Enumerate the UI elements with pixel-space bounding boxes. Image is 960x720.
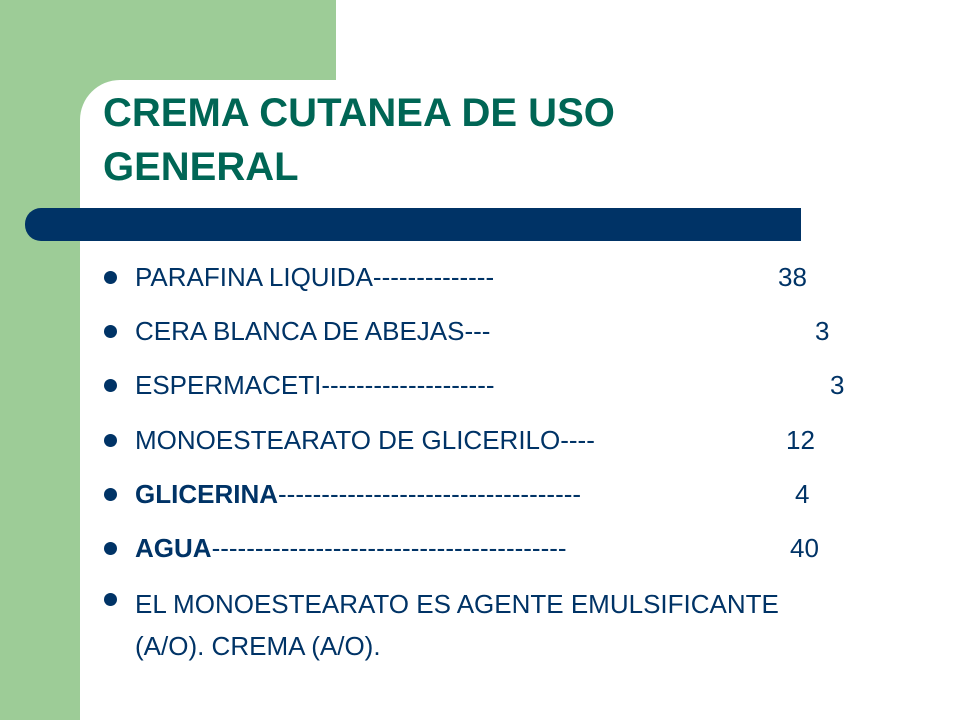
- item-name: GLICERINA: [135, 479, 278, 509]
- item-text: MONOESTEARATO DE GLICERILO----: [135, 425, 595, 455]
- item-leader: -----------------------------------: [278, 479, 582, 509]
- item-amount: 4: [795, 479, 810, 509]
- bullet: [104, 379, 117, 392]
- item-name: PARAFINA LIQUIDA--------------: [135, 262, 495, 292]
- note: EL MONOESTEARATO ES AGENTE EMULSIFICANTE…: [135, 589, 779, 661]
- item-amount: 12: [786, 425, 815, 455]
- item-text: CERA BLANCA DE ABEJAS---: [135, 316, 490, 346]
- divider-bar: [25, 208, 801, 241]
- item-amount: 40: [790, 533, 819, 563]
- item-leader: ----------------------------------------…: [211, 533, 567, 563]
- bullet: [104, 325, 117, 338]
- item-amount: 38: [778, 262, 807, 292]
- title: CREMA CUTANEA DE USO GENERAL: [103, 91, 615, 189]
- panel: [80, 80, 960, 720]
- item-name: CERA BLANCA DE ABEJAS---: [135, 316, 491, 346]
- item-name: MONOESTEARATO DE GLICERILO----: [135, 425, 595, 455]
- bullet: [104, 271, 117, 284]
- item-text: PARAFINA LIQUIDA--------------: [135, 262, 494, 292]
- bullet: [104, 542, 117, 555]
- green-strip: [0, 0, 80, 720]
- item-name: ESPERMACETI--------------------: [135, 370, 495, 400]
- item-amount: 3: [815, 316, 830, 346]
- bullet: [104, 434, 117, 447]
- item-text: ESPERMACETI--------------------: [135, 370, 495, 400]
- bullet: [104, 593, 117, 606]
- item-amount: 3: [830, 370, 845, 400]
- item-text: AGUA------------------------------------…: [135, 533, 567, 563]
- item-text: GLICERINA-------------------------------…: [135, 479, 581, 509]
- bullet: [104, 488, 117, 501]
- item-name: AGUA: [135, 533, 212, 563]
